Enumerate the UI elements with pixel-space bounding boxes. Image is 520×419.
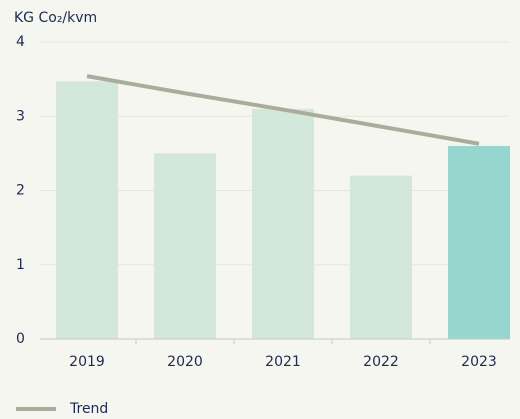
bar bbox=[56, 81, 118, 339]
trend-line bbox=[86, 74, 480, 146]
y-tick-label: 3 bbox=[16, 108, 25, 124]
y-tick-label: 2 bbox=[16, 183, 25, 199]
legend-label: Trend bbox=[69, 401, 108, 417]
x-tick-label: 2021 bbox=[265, 354, 301, 370]
bar bbox=[448, 145, 510, 339]
y-tick-label: 0 bbox=[16, 331, 25, 347]
y-tick-label: 1 bbox=[16, 257, 25, 273]
x-tick-label: 2023 bbox=[461, 354, 497, 370]
bar bbox=[252, 108, 314, 339]
y-tick-label: 4 bbox=[16, 34, 25, 50]
bar bbox=[154, 153, 216, 339]
x-tick-label: 2022 bbox=[363, 354, 399, 370]
bar bbox=[350, 175, 412, 339]
x-tick-label: 2019 bbox=[69, 354, 105, 370]
x-tick-label: 2020 bbox=[167, 354, 203, 370]
y-axis-label: KG Co₂/kvm bbox=[14, 10, 97, 26]
